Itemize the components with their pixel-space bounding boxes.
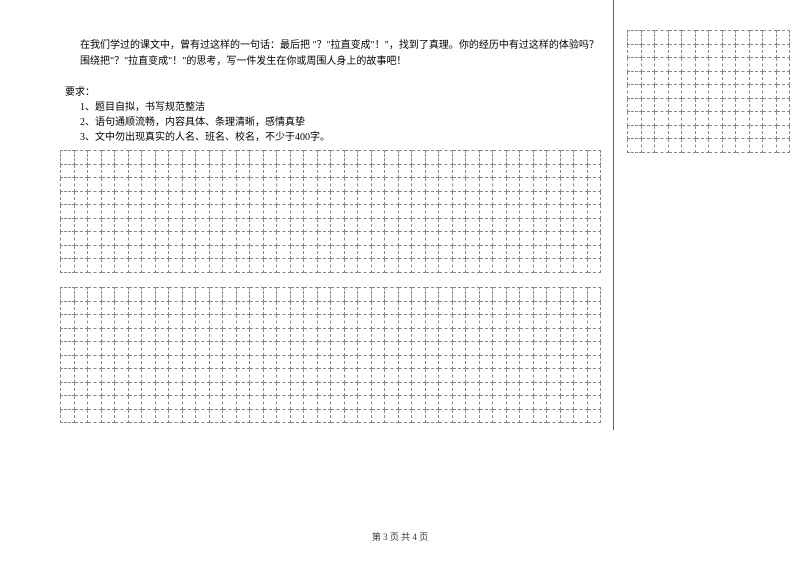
column-divider — [613, 0, 614, 430]
requirement-3: 3、文中勿出现真实的人名、班名、校名，不少于400字。 — [80, 130, 330, 146]
requirements-title: 要求： — [65, 85, 95, 101]
essay-prompt: 在我们学过的课文中，曾有过这样的一句话：最后把 "？"拉直变成"！"，找到了真理… — [80, 38, 600, 70]
grid-top-right — [627, 30, 790, 153]
requirement-2: 2、语句通顺流畅，内容具体、条理清晰，感情真挚 — [80, 115, 305, 131]
requirement-1: 1、题目自拟，书写规范整洁 — [80, 100, 205, 116]
page-footer: 第 3 页 共 4 页 — [0, 530, 800, 543]
grid-left-upper — [60, 150, 601, 273]
grid-left-lower — [60, 287, 601, 423]
